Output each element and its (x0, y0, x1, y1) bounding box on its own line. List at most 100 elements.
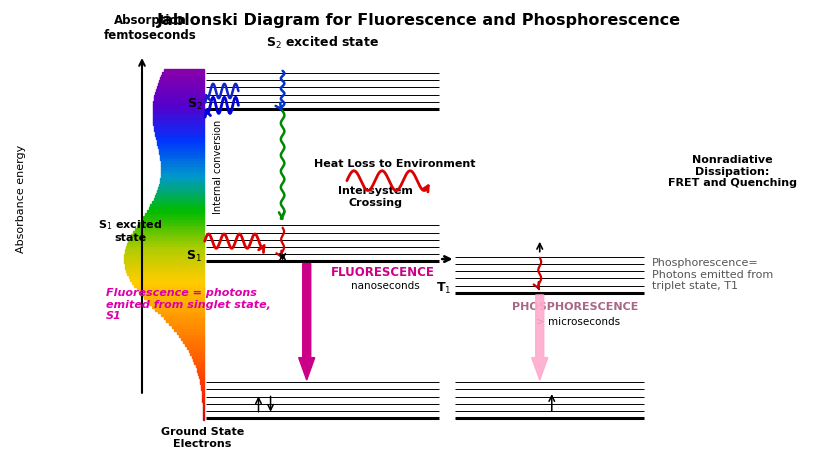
Bar (152, 305, 204, 308)
Bar (128, 272, 204, 275)
Bar (199, 373, 204, 375)
Bar (160, 151, 204, 154)
Bar (160, 184, 204, 187)
Text: Intersystem
Crossing: Intersystem Crossing (338, 186, 413, 207)
Bar (182, 337, 204, 340)
Bar (139, 290, 204, 293)
Bar (174, 328, 204, 331)
Bar (150, 302, 204, 305)
Bar (155, 131, 204, 133)
Bar (183, 340, 204, 343)
Bar (137, 225, 204, 228)
Bar (153, 116, 204, 119)
Bar (135, 228, 204, 231)
Bar (155, 95, 204, 98)
Bar (157, 190, 204, 192)
Bar (129, 240, 204, 243)
Text: T$_1$: T$_1$ (436, 281, 451, 296)
Bar (159, 81, 204, 83)
Bar (151, 204, 204, 207)
Bar (125, 252, 204, 254)
Bar (162, 71, 204, 75)
Bar (200, 381, 204, 384)
Bar (161, 175, 204, 178)
Bar (203, 399, 204, 402)
Text: > microseconds: > microseconds (536, 317, 619, 327)
Bar (142, 293, 204, 296)
Bar (155, 92, 204, 95)
Bar (193, 358, 204, 361)
Bar (154, 98, 204, 101)
Bar (201, 387, 204, 390)
Bar (157, 142, 204, 145)
Text: Internal conversion: Internal conversion (212, 120, 223, 214)
Bar (159, 187, 204, 190)
Bar (190, 352, 204, 355)
Bar (179, 334, 204, 337)
Text: Phosphorescence=
Photons emitted from
triplet state, T1: Phosphorescence= Photons emitted from tr… (652, 258, 773, 291)
Bar (192, 355, 204, 358)
Bar (202, 393, 204, 396)
Bar (155, 133, 204, 136)
Bar (199, 379, 204, 381)
Bar (127, 243, 204, 246)
Bar (133, 281, 204, 284)
Bar (155, 89, 204, 92)
Bar (158, 145, 204, 148)
Bar (126, 246, 204, 248)
Text: Heat Loss to Environment: Heat Loss to Environment (314, 159, 476, 169)
Bar (160, 160, 204, 163)
Bar (160, 154, 204, 157)
Bar (126, 269, 204, 272)
Bar (156, 192, 204, 196)
Bar (153, 110, 204, 113)
Text: Absorption
femtoseconds: Absorption femtoseconds (103, 14, 196, 42)
Bar (186, 343, 204, 346)
Bar (148, 207, 204, 210)
FancyArrow shape (299, 263, 315, 380)
Bar (137, 287, 204, 290)
Bar (203, 405, 204, 408)
Bar (160, 181, 204, 184)
Bar (147, 299, 204, 302)
Bar (125, 263, 204, 266)
Bar (155, 308, 204, 310)
Text: Ground State
Electrons: Ground State Electrons (160, 427, 244, 449)
Text: Absorbance energy: Absorbance energy (16, 144, 27, 253)
Bar (195, 364, 204, 367)
Bar (125, 258, 204, 260)
Text: nanoseconds: nanoseconds (351, 282, 420, 292)
Bar (159, 148, 204, 151)
Bar (147, 210, 204, 213)
Bar (129, 275, 204, 278)
Bar (172, 325, 204, 328)
Bar (195, 361, 204, 364)
Bar (141, 219, 204, 222)
Bar (161, 172, 204, 175)
Text: S$_1$ excited
state: S$_1$ excited state (98, 218, 162, 243)
Bar (130, 237, 204, 240)
Bar (164, 316, 204, 319)
Bar (144, 296, 204, 299)
Bar (160, 178, 204, 181)
Bar (161, 313, 204, 316)
Bar (196, 367, 204, 369)
Bar (164, 69, 204, 71)
Bar (156, 136, 204, 139)
Bar (157, 139, 204, 142)
Bar (160, 77, 204, 81)
Bar (153, 107, 204, 110)
Bar (166, 319, 204, 322)
Bar (203, 408, 204, 411)
Bar (153, 104, 204, 107)
Bar (201, 384, 204, 387)
Bar (125, 266, 204, 269)
Text: S$_2$ excited state: S$_2$ excited state (266, 35, 379, 51)
Bar (155, 196, 204, 198)
Bar (154, 125, 204, 127)
Bar (152, 202, 204, 204)
Bar (161, 166, 204, 169)
Bar (142, 216, 204, 219)
Bar (169, 322, 204, 325)
FancyArrow shape (532, 295, 548, 380)
